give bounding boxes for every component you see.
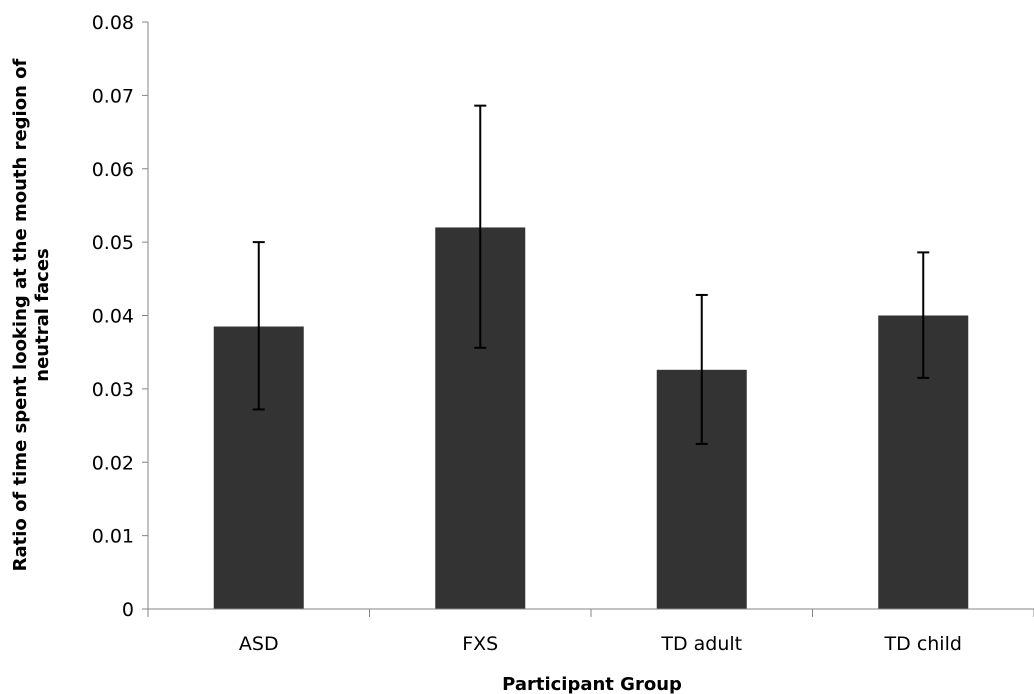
x-axis-ticks: ASD FXS TD adult TD child bbox=[147, 609, 1034, 655]
error-bar bbox=[252, 241, 265, 411]
y-axis-title: Ratio of time spent looking at the mouth… bbox=[10, 58, 53, 571]
y-tick-label: 0.01 bbox=[92, 526, 134, 548]
x-tick-label: ASD bbox=[239, 633, 279, 655]
error-bar bbox=[917, 251, 930, 379]
x-tick-label: TD adult bbox=[660, 633, 742, 655]
x-tick-label: FXS bbox=[462, 633, 498, 655]
error-bar bbox=[474, 104, 487, 349]
error-bar bbox=[695, 293, 708, 445]
y-axis-title-line-2: neutral faces bbox=[32, 248, 53, 381]
y-tick-label: 0.05 bbox=[92, 232, 134, 254]
y-tick-label: 0.07 bbox=[92, 85, 134, 107]
y-axis-ticks: 0 0.01 0.02 0.03 0.04 0.05 0.06 0.07 0.08 bbox=[92, 12, 148, 621]
y-tick-label: 0.02 bbox=[92, 452, 134, 474]
y-tick-label: 0.04 bbox=[92, 306, 134, 328]
y-tick-label: 0.06 bbox=[92, 159, 134, 181]
y-tick-label: 0 bbox=[122, 599, 134, 621]
y-tick-label: 0.03 bbox=[92, 379, 134, 401]
y-axis-title-line-1: Ratio of time spent looking at the mouth… bbox=[10, 58, 31, 571]
error-bars bbox=[252, 104, 930, 445]
x-tick-label: TD child bbox=[884, 633, 962, 655]
y-tick-label: 0.08 bbox=[92, 12, 134, 34]
x-axis-title: Participant Group bbox=[502, 674, 682, 694]
bars bbox=[213, 227, 969, 609]
